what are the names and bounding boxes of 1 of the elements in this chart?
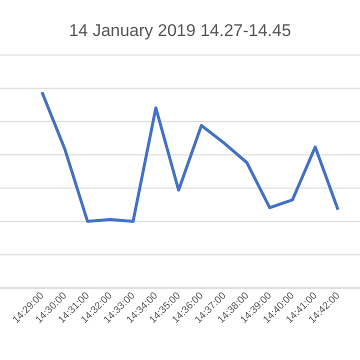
chart-title: 14 January 2019 14.27-14.45 bbox=[68, 21, 292, 40]
